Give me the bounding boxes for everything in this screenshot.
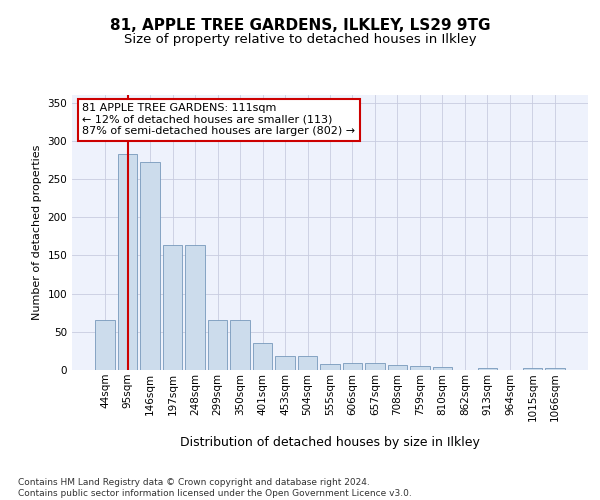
Bar: [365, 363, 385, 370]
Text: Distribution of detached houses by size in Ilkley: Distribution of detached houses by size …: [180, 436, 480, 449]
Bar: [185, 246, 205, 370]
Bar: [275, 356, 295, 370]
Bar: [253, 344, 272, 370]
Bar: [320, 364, 340, 370]
Bar: [545, 368, 565, 370]
Bar: [478, 368, 497, 370]
Bar: [95, 320, 115, 370]
Text: Size of property relative to detached houses in Ilkley: Size of property relative to detached ho…: [124, 32, 476, 46]
Y-axis label: Number of detached properties: Number of detached properties: [32, 145, 42, 320]
Bar: [208, 320, 227, 370]
Bar: [523, 368, 542, 370]
Bar: [118, 154, 137, 370]
Bar: [388, 366, 407, 370]
Bar: [163, 246, 182, 370]
Bar: [433, 367, 452, 370]
Bar: [298, 356, 317, 370]
Text: 81, APPLE TREE GARDENS, ILKLEY, LS29 9TG: 81, APPLE TREE GARDENS, ILKLEY, LS29 9TG: [110, 18, 490, 32]
Bar: [410, 366, 430, 370]
Text: 81 APPLE TREE GARDENS: 111sqm
← 12% of detached houses are smaller (113)
87% of : 81 APPLE TREE GARDENS: 111sqm ← 12% of d…: [82, 104, 355, 136]
Bar: [343, 363, 362, 370]
Bar: [140, 162, 160, 370]
Text: Contains HM Land Registry data © Crown copyright and database right 2024.
Contai: Contains HM Land Registry data © Crown c…: [18, 478, 412, 498]
Bar: [230, 320, 250, 370]
